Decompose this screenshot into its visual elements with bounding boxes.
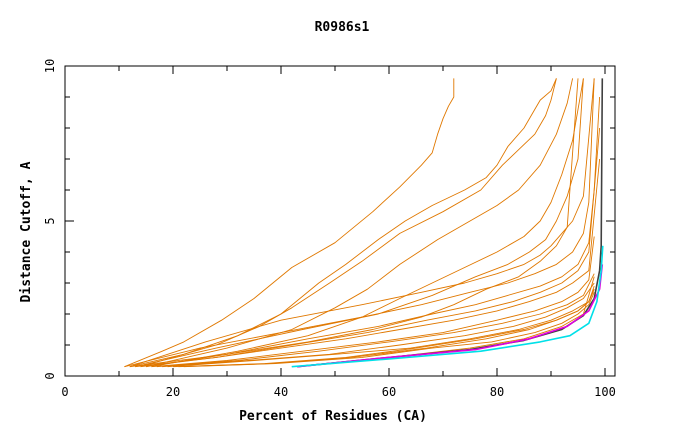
series-line-11 [135, 127, 601, 368]
x-tick-label: 100 [594, 385, 616, 399]
series-line-6 [129, 78, 579, 368]
series-line-3 [140, 78, 557, 368]
x-tick-label: 20 [166, 385, 180, 399]
y-tick-label: 0 [43, 372, 57, 379]
series-line-8 [129, 78, 595, 368]
series-line-13 [151, 236, 595, 368]
series-line-5 [151, 78, 584, 368]
series-line-1 [124, 78, 455, 368]
x-tick-label: 40 [274, 385, 288, 399]
y-axis-label: Distance Cutoff, A [19, 161, 34, 302]
series-line-12 [140, 158, 601, 368]
y-tick-label: 10 [43, 59, 57, 73]
series-line-14 [156, 273, 595, 368]
x-axis-label: Percent of Residues (CA) [239, 409, 427, 424]
chart-title: R0986s1 [315, 20, 370, 35]
series-layer [124, 78, 604, 368]
series-line-4 [145, 78, 574, 368]
series-line-18 [178, 289, 595, 368]
x-tick-label: 80 [490, 385, 504, 399]
series-line-7 [135, 78, 584, 368]
x-tick-label: 0 [61, 385, 68, 399]
y-tick-label: 5 [43, 217, 57, 224]
series-line-10 [145, 96, 601, 368]
series-line-9 [124, 78, 595, 368]
series-line-16 [167, 285, 595, 368]
x-tick-label: 60 [382, 385, 396, 399]
series-line-19 [183, 292, 595, 368]
series-line-23 [291, 245, 604, 368]
tick-layer: 0 20 40 60 80 100 0 5 10 [43, 59, 616, 399]
